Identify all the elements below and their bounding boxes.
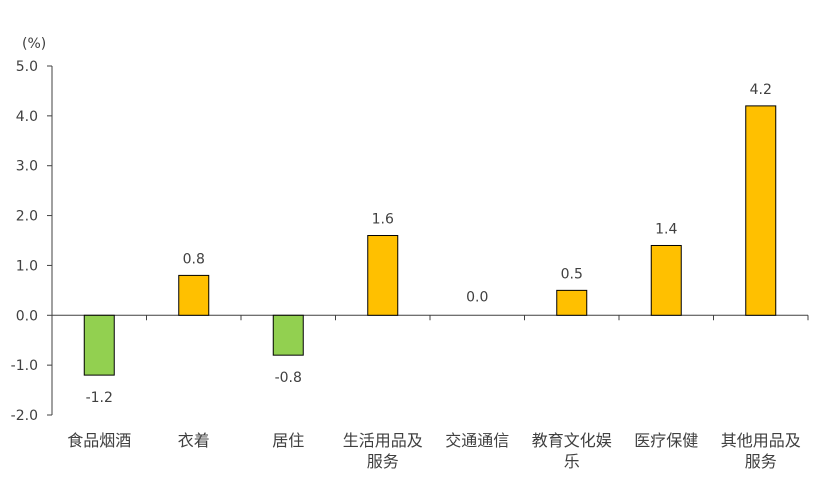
value-labels-group: -1.2 0.8 -0.8 1.6 0.0 0.5 1.4 4.2 <box>86 82 772 406</box>
bar-5 <box>556 289 588 316</box>
value-label: -1.2 <box>86 390 113 406</box>
category-label: 交通通信 <box>445 431 509 450</box>
y-tick-label: 4.0 <box>16 109 38 125</box>
value-label: -0.8 <box>275 370 302 386</box>
category-label: 其他用品及 <box>721 431 801 450</box>
value-label: 0.8 <box>183 251 205 267</box>
bar-6 <box>650 244 682 316</box>
y-axis: 5.0 4.0 3.0 2.0 1.0 0.0 -1.0 -2.0 <box>11 59 53 424</box>
y-tick-label: 3.0 <box>16 159 38 175</box>
y-tick-label: -2.0 <box>11 408 38 424</box>
y-tick-label: 2.0 <box>16 209 38 225</box>
value-label: 4.2 <box>750 82 772 98</box>
category-label: 居住 <box>272 431 304 450</box>
y-unit-label: (%) <box>22 36 46 52</box>
value-label: 1.6 <box>372 212 394 228</box>
value-label: 0.5 <box>561 266 583 282</box>
category-label: 教育文化娱 <box>532 431 612 450</box>
y-tick-label: 0.0 <box>16 308 38 324</box>
y-tick-label: -1.0 <box>11 358 38 374</box>
category-label: 服务 <box>745 452 777 471</box>
category-label: 医疗保健 <box>634 431 698 450</box>
value-label: 1.4 <box>655 221 677 237</box>
y-tick-label: 5.0 <box>16 59 38 75</box>
y-tick-label: 1.0 <box>16 258 38 274</box>
x-axis <box>51 314 809 321</box>
value-label: 0.0 <box>466 289 488 305</box>
category-label: 衣着 <box>178 431 210 450</box>
category-label: 乐 <box>564 452 580 471</box>
bar-0 <box>83 314 115 376</box>
category-label: 生活用品及 <box>343 431 423 450</box>
bars-group <box>83 105 777 376</box>
bar-2 <box>272 314 304 356</box>
bar-3 <box>367 235 399 316</box>
bar-1 <box>178 274 210 316</box>
category-label: 食品烟酒 <box>67 431 131 450</box>
bar-7 <box>745 105 777 316</box>
category-label: 服务 <box>367 452 399 471</box>
